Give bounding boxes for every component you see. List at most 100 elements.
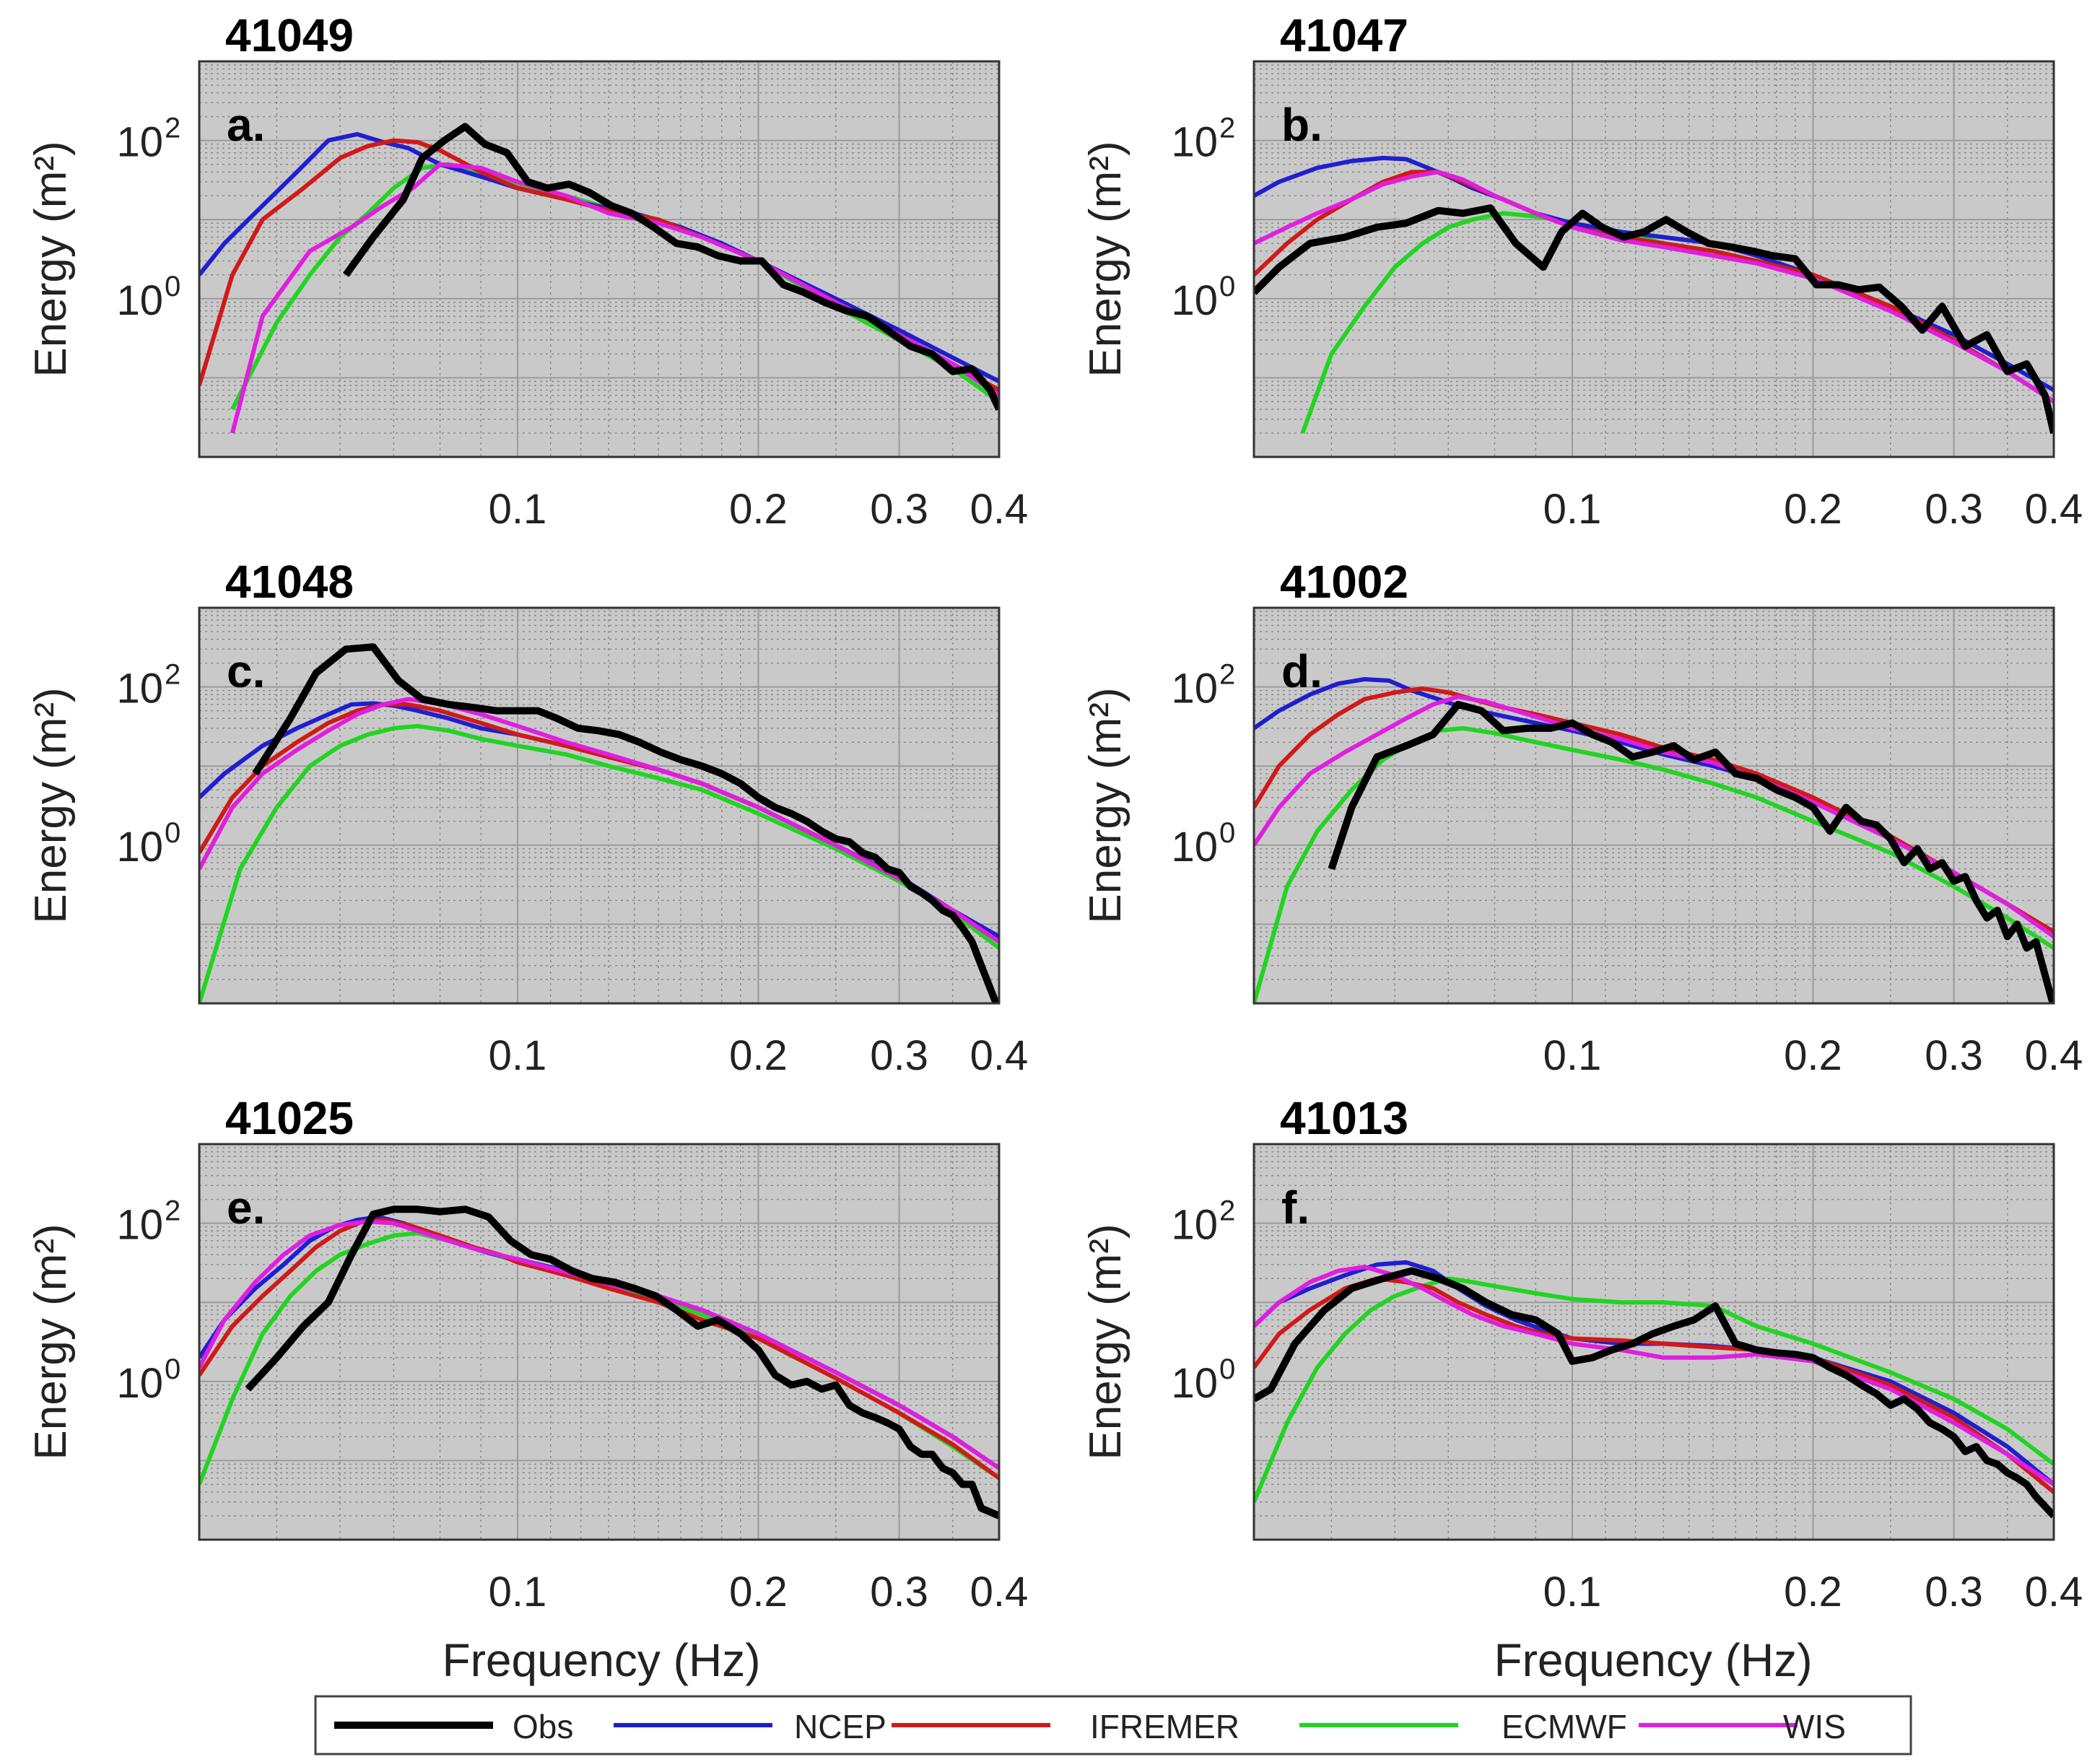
y-tick-label: 10 xyxy=(1171,824,1218,871)
x-tick-label: 0.3 xyxy=(870,1569,928,1615)
series-line-obs xyxy=(1328,700,2054,1003)
legend-label: NCEP xyxy=(794,1708,886,1745)
x-tick-label: 0.3 xyxy=(870,1032,928,1079)
grid xyxy=(1254,1144,2055,1540)
y-tick-exponent: 0 xyxy=(165,817,180,849)
panel-label: c. xyxy=(227,645,265,697)
plot-area xyxy=(199,61,999,457)
panel-label: e. xyxy=(227,1182,265,1234)
plot-area xyxy=(199,608,999,1003)
y-axis-label: Energy (m²) xyxy=(26,141,76,377)
panel-title: 41049 xyxy=(225,9,354,61)
x-tick-label: 0.4 xyxy=(2025,1569,2083,1615)
y-tick-label: 10 xyxy=(116,277,163,324)
x-tick-label: 0.3 xyxy=(1925,486,1983,533)
y-tick-exponent: 2 xyxy=(1219,113,1235,144)
legend-items: Obs NCEP IFREMER ECMWF WIS xyxy=(334,1708,1846,1745)
series-line-ecmwf xyxy=(1254,725,2054,1003)
plot-frame xyxy=(1252,1143,2055,1541)
x-tick-label: 0.2 xyxy=(1784,486,1842,533)
plot-area xyxy=(199,1144,999,1540)
y-tick-label: 10 xyxy=(116,1360,163,1407)
x-axis-label-left: Frequency (Hz) xyxy=(443,1634,761,1686)
series-lines xyxy=(199,643,999,1003)
panel-title: 41002 xyxy=(1280,556,1408,608)
x-tick-label: 0.4 xyxy=(970,486,1029,533)
y-tick-exponent: 2 xyxy=(1219,659,1235,691)
x-tick-label: 0.1 xyxy=(1543,486,1602,533)
y-tick-exponent: 0 xyxy=(1219,1353,1235,1385)
series-line-ecmwf xyxy=(199,723,999,1003)
panel-label: d. xyxy=(1281,645,1323,697)
x-tick-label: 0.1 xyxy=(1543,1569,1602,1615)
series-line-ncep xyxy=(1254,1260,2054,1486)
panel-label: a. xyxy=(227,99,265,151)
series-line-wis xyxy=(1254,694,2054,938)
series-line-wis xyxy=(1254,1265,2054,1486)
series-lines xyxy=(1254,677,2054,1003)
x-tick-label: 0.2 xyxy=(1784,1032,1842,1079)
grid xyxy=(199,1144,1000,1540)
series-lines xyxy=(1254,155,2054,435)
x-tick-label: 0.1 xyxy=(489,1032,547,1079)
series-lines xyxy=(1254,1260,2054,1519)
series-line-ecmwf xyxy=(1254,1276,2054,1503)
panel-label: f. xyxy=(1281,1182,1310,1234)
x-tick-label: 0.3 xyxy=(1925,1569,1983,1615)
series-line-obs xyxy=(1254,204,2054,435)
legend-label: WIS xyxy=(1783,1708,1846,1745)
y-tick-exponent: 0 xyxy=(1219,271,1235,302)
y-tick-exponent: 2 xyxy=(165,1195,180,1227)
legend-entry-wis: WIS xyxy=(1639,1708,1846,1745)
x-tick-label: 0.2 xyxy=(1784,1569,1842,1615)
series-line-obs xyxy=(245,1205,999,1519)
series-lines xyxy=(199,1205,999,1519)
grid xyxy=(1254,61,2055,457)
legend-label: Obs xyxy=(513,1708,573,1745)
grid xyxy=(1254,608,2055,1003)
legend-label: IFREMER xyxy=(1090,1708,1239,1745)
panel-title: 41013 xyxy=(1280,1092,1408,1144)
x-tick-label: 0.1 xyxy=(489,1569,547,1615)
legend-entry-ecmwf: ECMWF xyxy=(1299,1708,1627,1745)
legend-entry-ifremer: IFREMER xyxy=(892,1708,1239,1745)
panel-title: 41048 xyxy=(225,556,354,608)
plot-frame xyxy=(198,1143,1001,1541)
plot-frame xyxy=(198,60,1001,458)
y-axis-label: Energy (m²) xyxy=(26,1224,76,1460)
x-tick-label: 0.4 xyxy=(970,1569,1029,1615)
y-tick-label: 10 xyxy=(1171,666,1218,712)
y-tick-label: 10 xyxy=(116,1202,163,1249)
y-axis-label: Energy (m²) xyxy=(1081,687,1130,923)
y-axis-label: Energy (m²) xyxy=(1081,141,1130,377)
series-line-wis xyxy=(1254,170,2054,404)
y-tick-label: 10 xyxy=(116,666,163,712)
y-tick-label: 10 xyxy=(1171,1202,1218,1249)
y-tick-label: 10 xyxy=(1171,277,1218,324)
legend-label: ECMWF xyxy=(1502,1708,1627,1745)
series-line-obs xyxy=(1254,1267,2054,1519)
x-tick-label: 0.1 xyxy=(489,486,547,533)
plot-frame xyxy=(1252,606,2055,1005)
plot-area xyxy=(1254,61,2054,457)
y-tick-label: 10 xyxy=(1171,119,1218,166)
y-axis-label: Energy (m²) xyxy=(26,687,76,923)
y-tick-label: 10 xyxy=(116,824,163,871)
y-tick-exponent: 2 xyxy=(1219,1195,1235,1227)
plot-area xyxy=(1254,608,2054,1003)
x-tick-label: 0.2 xyxy=(729,486,788,533)
y-tick-label: 10 xyxy=(116,119,163,166)
x-tick-label: 0.4 xyxy=(2025,1032,2083,1079)
x-tick-label: 0.4 xyxy=(2025,486,2083,533)
legend-entry-obs: Obs xyxy=(334,1708,573,1745)
y-tick-exponent: 0 xyxy=(165,1353,180,1385)
x-tick-label: 0.3 xyxy=(1925,1032,1983,1079)
